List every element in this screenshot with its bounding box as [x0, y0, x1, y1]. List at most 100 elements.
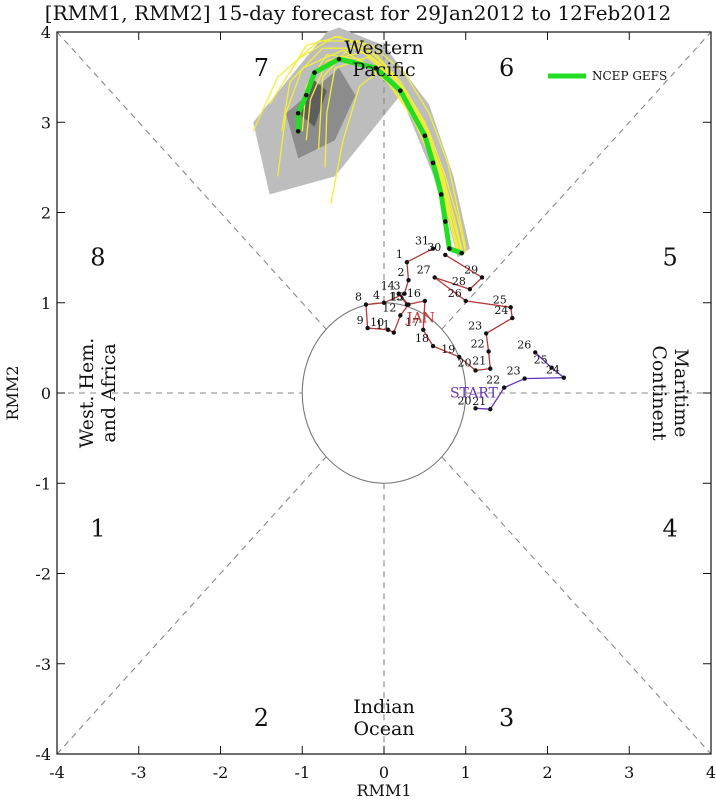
ensemble-member-line — [324, 56, 464, 253]
observed-point — [381, 300, 387, 305]
forecast-start-day-label: 22 — [486, 374, 500, 387]
observed-point — [443, 252, 448, 258]
y-axis-label: RMM2 — [3, 366, 22, 421]
phase-guides — [56, 31, 712, 755]
observed-day-label: 19 — [441, 343, 455, 356]
ensemble-mean-point — [443, 219, 448, 224]
observed-day-label: 4 — [373, 289, 380, 302]
observed-point — [422, 298, 428, 304]
observed-day-label: 18 — [415, 332, 429, 345]
observed-point — [467, 287, 473, 292]
observed-day-label: 12 — [382, 301, 396, 314]
diagonal-guide — [56, 31, 327, 330]
x-tick-label: 0 — [379, 763, 389, 782]
observed-day-label: 14 — [381, 280, 395, 293]
x-tick-label: 2 — [542, 763, 552, 782]
ensemble-mean-point — [398, 88, 403, 93]
observed-point — [430, 246, 436, 251]
observed-day-label: 31 — [415, 235, 429, 248]
observed-point — [473, 368, 478, 373]
x-tick-label: -4 — [49, 763, 65, 782]
ensemble-member-line — [269, 35, 467, 249]
observed-point — [510, 315, 515, 321]
phase-number: 4 — [662, 514, 677, 542]
observed-point — [402, 291, 407, 296]
observed-day-label: 15 — [389, 291, 403, 304]
diagonal-guide — [441, 456, 712, 755]
forecast-start-day-label: 23 — [507, 365, 521, 378]
observed-line — [365, 248, 514, 372]
observed-point — [488, 366, 493, 371]
phase-number: 3 — [499, 704, 514, 732]
observed-point — [365, 325, 370, 331]
region-label-line: Maritime — [670, 349, 692, 438]
observed-point — [479, 275, 485, 280]
region-label-line: West. Hem. — [76, 338, 98, 449]
observed-day-label: 13 — [391, 291, 405, 304]
region-label: Indian Ocean — [353, 696, 415, 740]
forecast-start-point — [533, 350, 538, 355]
x-tick-label: 1 — [461, 763, 471, 782]
region-label-line: Continent — [648, 345, 670, 441]
observed-point — [404, 302, 410, 307]
observed-day-label: 21 — [472, 355, 486, 368]
observed-point — [432, 275, 437, 280]
diagonal-guide — [56, 456, 327, 755]
observed-point — [508, 305, 513, 310]
ensemble-mean-point — [447, 246, 452, 251]
observed-point — [404, 259, 410, 265]
ensemble-mean-point — [422, 133, 428, 139]
diagonal-guide — [441, 31, 712, 330]
y-tick-label: -4 — [35, 745, 51, 764]
ensemble-mean-point — [295, 110, 301, 116]
observed-day-label: 27 — [417, 263, 431, 276]
observed-point — [463, 298, 468, 304]
region-label-line: Pacific — [352, 59, 415, 81]
forecast-start-day-label: 26 — [517, 338, 531, 351]
observed-point — [396, 291, 401, 296]
ensemble-mean-point — [295, 128, 301, 134]
ensemble-mean-point — [430, 160, 436, 166]
observed-day-label: 17 — [405, 316, 419, 329]
region-label: Western Pacific — [344, 37, 423, 81]
observed-point — [363, 302, 369, 307]
x-tick-label: 4 — [706, 763, 716, 782]
region-label-line: Ocean — [353, 718, 414, 740]
ensemble-mean-point — [304, 92, 309, 98]
ensemble-mean-point — [312, 70, 317, 75]
x-tick-label: -2 — [213, 763, 229, 782]
y-tick-label: -2 — [35, 565, 51, 584]
phase-number: 7 — [254, 54, 269, 82]
region-label-line: and Africa — [98, 343, 120, 442]
ensemble-member-line — [281, 47, 459, 249]
observed-day-label: 11 — [376, 319, 390, 332]
observed-point — [483, 331, 489, 336]
observed-day-label: 9 — [357, 314, 364, 327]
region-label: MaritimeContinent — [648, 345, 692, 441]
phase-number: 8 — [90, 244, 105, 272]
forecast-start-day-label: 20 — [458, 394, 472, 407]
observed-point — [391, 330, 397, 335]
region-label-line: Indian — [353, 696, 415, 718]
forecast-start-point — [522, 376, 527, 381]
ensemble-member-line — [289, 35, 463, 249]
observed-point — [430, 343, 436, 349]
forecast-start-day-label: 25 — [534, 354, 548, 367]
observed-day-label: 16 — [407, 287, 421, 300]
annotation-label: JAN — [405, 311, 435, 327]
y-tick-label: 1 — [41, 294, 51, 313]
forecast-start-point — [488, 407, 493, 412]
ensemble-mean-point — [373, 65, 379, 71]
x-tick-label: -3 — [131, 763, 147, 782]
y-tick-label: -3 — [35, 655, 51, 674]
forecast-start-point — [501, 385, 507, 390]
x-axis-label: RMM1 — [357, 781, 412, 800]
observed-point — [385, 327, 391, 333]
observed-point — [406, 277, 411, 283]
forecast-start-day-label: 24 — [546, 364, 560, 377]
ensemble-mean-point — [336, 56, 342, 62]
observed-day-label: 1 — [396, 248, 403, 261]
